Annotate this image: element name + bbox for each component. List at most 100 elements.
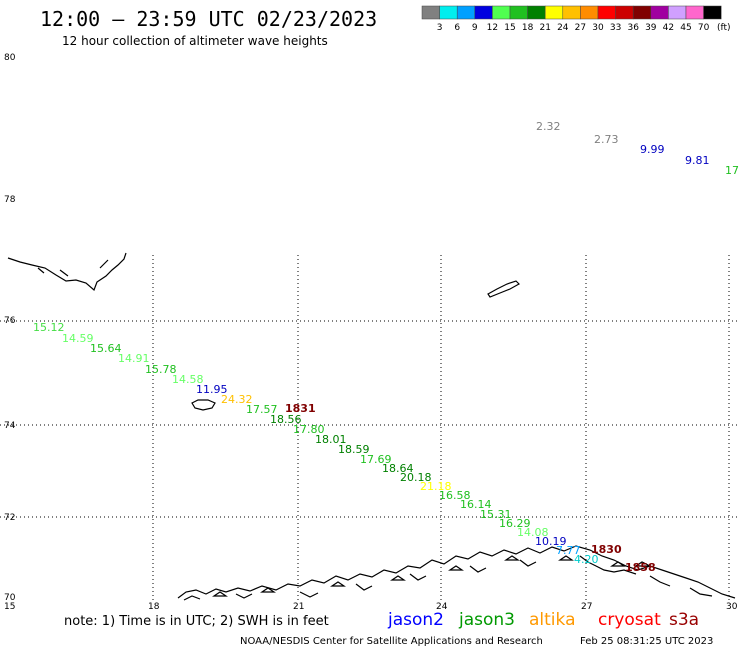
colorbar-label: 70 — [698, 23, 710, 33]
colorbar: 3 6 9 12 15 18 21 24 27 30 33 36 39 42 45 70 — [421, 5, 722, 33]
swh-label: 2.73 — [594, 133, 619, 146]
colorbar-swatch — [632, 5, 652, 20]
lon-tick-15: 15 — [4, 602, 15, 612]
colorbar-swatch — [492, 5, 511, 20]
swh-label: 4.20 — [574, 553, 599, 566]
colorbar-swatch — [685, 5, 704, 20]
swh-label: 15.12 — [33, 321, 65, 334]
swh-label: 14.58 — [172, 373, 204, 386]
swh-label: 9.99 — [640, 143, 665, 156]
colorbar-label: 33 — [610, 23, 621, 33]
swh-label: 14.59 — [62, 332, 94, 345]
lon-tick-18: 18 — [148, 602, 160, 612]
colorbar-label: 12 — [487, 23, 498, 33]
swh-label: 16.29 — [499, 517, 531, 530]
norway-coast — [177, 545, 736, 601]
note-text: note: 1) Time is in UTC; 2) SWH is in fe… — [64, 614, 329, 629]
wave-height-observations: 2.322.739.999.8117.15.1214.5915.6414.911… — [33, 120, 740, 574]
colorbar-label: 39 — [645, 23, 657, 33]
bear-island — [191, 399, 216, 411]
colorbar-label: 36 — [627, 23, 639, 33]
swh-label: 18.59 — [338, 443, 370, 456]
lat-tick-70: 70 — [4, 593, 16, 603]
colorbar-swatch — [439, 5, 458, 20]
lon-tick-30: 30 — [726, 602, 738, 612]
swh-label: 24.32 — [221, 393, 253, 406]
swh-label: 16.58 — [439, 489, 471, 502]
footer-timestamp: Feb 25 08:31:25 UTC 2023 — [580, 636, 713, 647]
colorbar-unit: (ft) — [717, 23, 731, 33]
swh-label: 1830 — [591, 543, 622, 556]
colorbar-swatch — [544, 5, 564, 20]
swh-label: 16.14 — [460, 498, 492, 511]
colorbar-label: 27 — [575, 23, 586, 33]
lat-tick-78: 78 — [4, 195, 16, 205]
lat-tick-72: 72 — [4, 513, 15, 523]
swh-label: 7.77 — [556, 544, 581, 557]
swh-label: 15.31 — [480, 508, 512, 521]
swh-label: 21.18 — [420, 480, 452, 493]
swh-label: 10.19 — [535, 535, 567, 548]
colorbar-label: 42 — [663, 23, 674, 33]
swh-label: 14.08 — [517, 526, 549, 539]
swh-label: 9.81 — [685, 154, 710, 167]
lat-tick-80: 80 — [4, 53, 16, 63]
swh-label: 15.78 — [145, 363, 177, 376]
swh-label: 17.69 — [360, 453, 392, 466]
colorbar-label: 18 — [522, 23, 534, 33]
colorbar-swatch — [650, 5, 669, 20]
colorbar-swatch — [703, 5, 722, 20]
lat-tick-74: 74 — [4, 421, 16, 431]
colorbar-label: 21 — [539, 23, 550, 33]
swh-label: 11.95 — [196, 383, 228, 396]
swh-label: 20.18 — [400, 471, 432, 484]
swh-label: 18.56 — [270, 413, 302, 426]
colorbar-swatch — [509, 5, 528, 20]
swh-label: 17. — [725, 164, 740, 177]
legend-altika: altika — [529, 610, 576, 630]
colorbar-label: 3 — [437, 23, 443, 33]
lat-tick-76: 76 — [4, 316, 16, 326]
colorbar-label: 6 — [454, 23, 460, 33]
swh-label: 18.64 — [382, 462, 414, 475]
graticule — [0, 255, 740, 600]
colorbar-swatch — [456, 5, 476, 20]
swh-label: 1858 — [625, 561, 656, 574]
coastlines — [7, 252, 736, 601]
colorbar-swatch — [474, 5, 493, 20]
colorbar-swatch — [580, 5, 599, 20]
legend-s3a: s3a — [669, 610, 699, 630]
colorbar-label: 45 — [680, 23, 691, 33]
swh-label: 18.01 — [315, 433, 347, 446]
legend-jason2: jason2 — [387, 610, 444, 630]
colorbar-label: 24 — [557, 23, 569, 33]
footer-credit: NOAA/NESDIS Center for Satellite Applica… — [240, 636, 543, 647]
lon-tick-21: 21 — [293, 602, 304, 612]
swh-label: 14.91 — [118, 352, 150, 365]
kong-karls-land — [487, 280, 520, 298]
colorbar-swatch — [668, 5, 687, 20]
swh-label: 17.80 — [293, 423, 325, 436]
colorbar-swatch — [421, 5, 440, 20]
norway-islands — [212, 555, 651, 597]
colorbar-label: 9 — [472, 23, 478, 33]
colorbar-label: 30 — [592, 23, 604, 33]
page-title: 12:00 – 23:59 UTC 02/23/2023 — [40, 7, 377, 31]
page-subtitle: 12 hour collection of altimeter wave hei… — [62, 34, 328, 48]
lon-tick-24: 24 — [436, 602, 448, 612]
legend-jason3: jason3 — [458, 610, 515, 630]
swh-label: 17.57 — [246, 403, 278, 416]
swh-label: 2.32 — [536, 120, 561, 133]
colorbar-swatch — [597, 5, 616, 20]
swh-label: 15.64 — [90, 342, 122, 355]
colorbar-label: 15 — [504, 23, 515, 33]
lon-tick-27: 27 — [581, 602, 592, 612]
colorbar-swatch — [562, 5, 581, 20]
colorbar-swatch — [527, 5, 546, 20]
colorbar-swatch — [615, 5, 634, 20]
legend-cryosat: cryosat — [598, 610, 661, 630]
svalbard-coast — [7, 252, 127, 292]
swh-label: 1831 — [285, 402, 316, 415]
